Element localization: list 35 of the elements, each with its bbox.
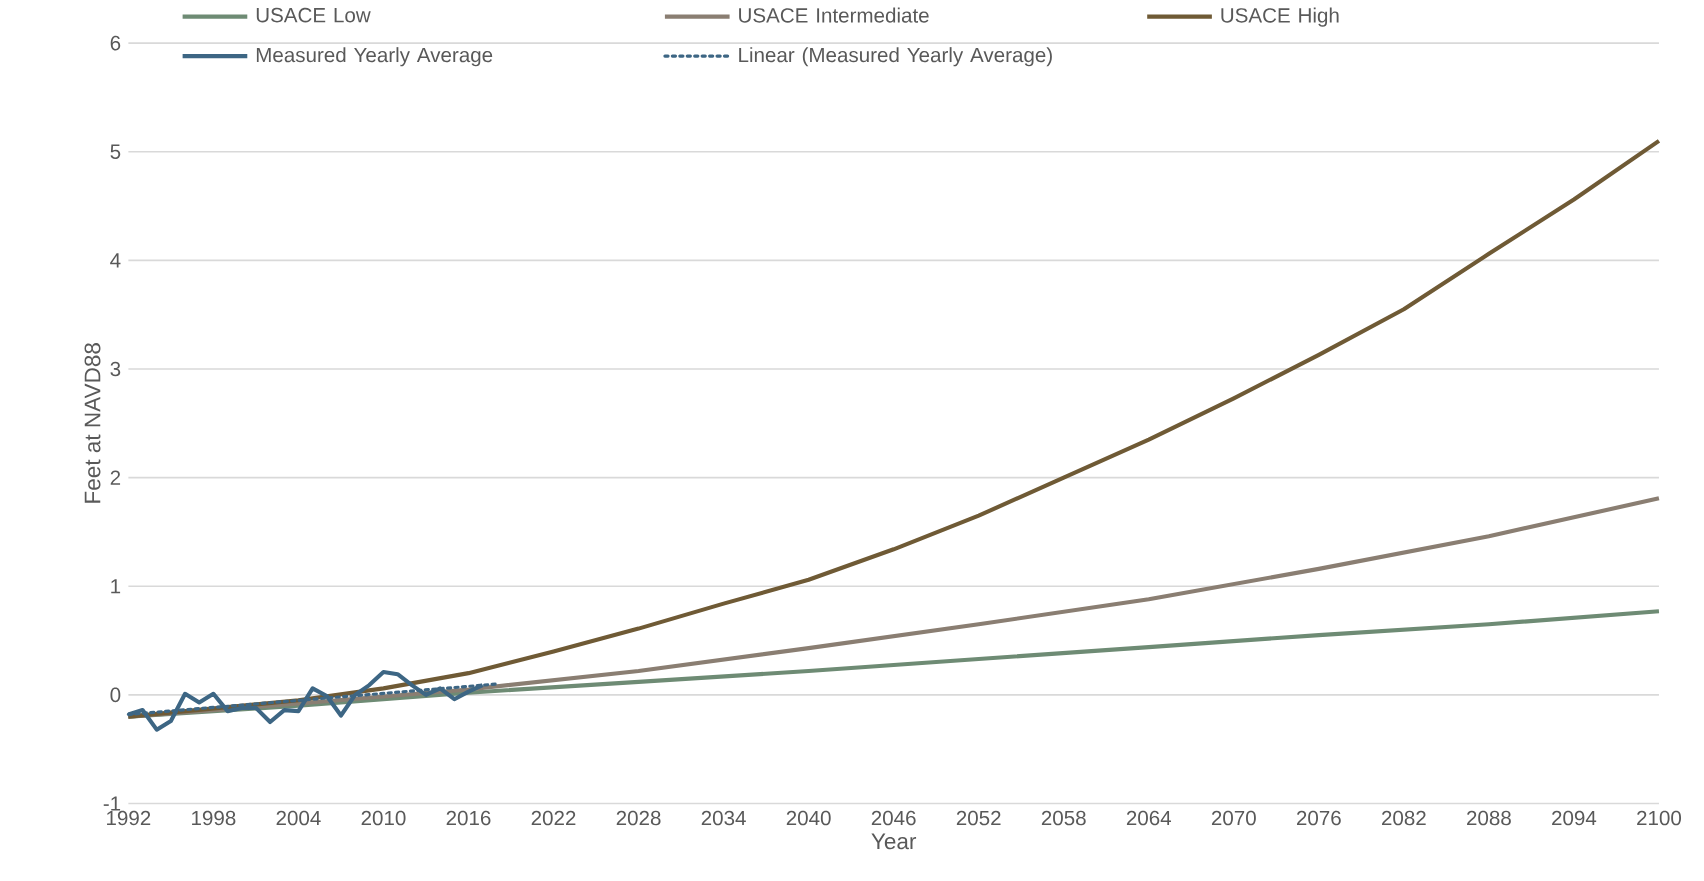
x-tick-label: 2004: [276, 810, 321, 826]
x-tick-label: 2088: [1467, 810, 1511, 826]
x-tick-label: 2082: [1382, 810, 1426, 826]
x-tick-label: 2064: [1126, 810, 1172, 826]
x-tick-label: 2010: [361, 810, 406, 826]
y-tick-label: 6: [110, 35, 121, 51]
x-tick-label: 2022: [531, 810, 576, 826]
x-tick-label: 1992: [107, 810, 151, 826]
x-tick-label: 2046: [871, 810, 916, 826]
y-tick-label: 2: [110, 470, 121, 485]
x-tick-label: 2076: [1296, 810, 1341, 826]
y-tick-label: 5: [110, 144, 121, 159]
y-tick-label: 3: [110, 361, 121, 377]
legend-label: USACE High: [1221, 7, 1339, 27]
legend-label: Linear (Measured Yearly Average): [739, 47, 1052, 67]
x-axis-title: Year: [871, 833, 917, 850]
x-tick-label: 2100: [1637, 810, 1682, 826]
legend-label: Measured Yearly Average: [256, 47, 493, 67]
x-tick-label: 2040: [786, 810, 831, 826]
x-tick-label: 2016: [446, 810, 491, 826]
x-tick-label: 1998: [192, 810, 236, 826]
x-tick-label: 2052: [956, 810, 1001, 826]
legend-label: USACE Low: [256, 7, 371, 23]
x-tick-label: 2070: [1211, 810, 1256, 826]
legend-label: USACE Intermediate: [739, 7, 929, 23]
y-tick-label: -1: [103, 796, 121, 811]
x-tick-label: 2034: [701, 810, 746, 826]
y-tick-label: 4: [110, 253, 121, 268]
y-tick-label: 1: [111, 579, 121, 594]
line-series: [126, 138, 1662, 719]
x-tick-label: 2058: [1041, 810, 1086, 826]
x-tick-label: 2094: [1552, 810, 1597, 826]
y-tick-label: 0: [110, 687, 121, 703]
y-axis-title: Feet at NAVD88: [84, 343, 101, 503]
x-tick-label: 2028: [616, 810, 661, 826]
